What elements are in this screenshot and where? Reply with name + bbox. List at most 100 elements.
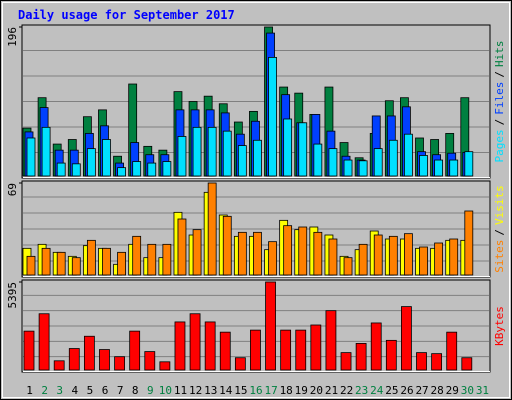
bar (71, 163, 81, 177)
bar (446, 331, 458, 371)
legend: Pages / Files / Hits (493, 41, 506, 163)
bar (404, 233, 413, 276)
bar (419, 246, 428, 276)
bar (343, 257, 353, 276)
bar (207, 126, 217, 177)
x-tick-label: 21 (325, 384, 338, 397)
bar (132, 235, 142, 276)
bar (234, 357, 246, 371)
x-tick-label: 11 (174, 384, 187, 397)
bar (434, 159, 444, 177)
bar (222, 215, 232, 276)
x-tick-label: 13 (204, 384, 217, 397)
bar (162, 161, 172, 177)
bar (385, 339, 397, 371)
bar (86, 148, 96, 177)
x-tick-label: 19 (295, 384, 308, 397)
x-tick-label: 16 (249, 384, 262, 397)
x-tick-label: 22 (340, 384, 353, 397)
bar (449, 159, 459, 177)
bar (358, 160, 368, 177)
bar (237, 231, 247, 276)
bar (204, 321, 216, 371)
x-tick-label: 24 (370, 384, 384, 397)
bar (358, 243, 368, 276)
bar (219, 331, 231, 371)
legend: KBytes (493, 306, 506, 346)
bar (434, 242, 444, 276)
bar (56, 162, 66, 177)
bar (401, 306, 412, 371)
bar (298, 122, 308, 177)
bar (38, 313, 50, 371)
x-tick-label: 25 (385, 384, 398, 397)
x-tick-label: 14 (219, 384, 233, 397)
bar (295, 329, 307, 371)
chart-title: Daily usage for September 2017 (18, 8, 235, 22)
bar (53, 360, 65, 371)
bar (132, 161, 142, 177)
legend-entry: Pages (493, 129, 506, 162)
bar (189, 313, 201, 371)
bar (461, 357, 473, 371)
bar (147, 243, 157, 276)
bar (192, 126, 202, 177)
bar (102, 247, 111, 276)
bar (328, 148, 338, 177)
x-tick-label: 1 (26, 384, 33, 397)
bar (373, 234, 383, 276)
legend-entry: KBytes (493, 306, 506, 346)
bar (71, 257, 81, 276)
bar (416, 352, 427, 371)
bar (177, 218, 187, 276)
x-tick-label: 20 (310, 384, 323, 397)
bar (253, 231, 262, 276)
bar (328, 238, 338, 276)
legend-entry: Sites (493, 240, 506, 273)
bar (431, 353, 443, 371)
bar (68, 348, 80, 371)
bar (41, 247, 51, 276)
x-tick-label: 7 (117, 384, 124, 397)
bar (237, 145, 247, 177)
bar (83, 335, 95, 371)
bar (99, 349, 110, 371)
legend-entry: Visits (493, 185, 506, 225)
bar (464, 210, 474, 276)
bar (147, 162, 157, 177)
x-tick-label: 4 (72, 384, 79, 397)
bar (41, 126, 51, 177)
bar (56, 251, 66, 276)
x-tick-label: 17 (264, 384, 277, 397)
bar (280, 329, 292, 371)
bar (355, 343, 367, 371)
bar (419, 155, 428, 177)
bar (343, 159, 353, 177)
x-tick-label: 26 (400, 384, 413, 397)
bar (373, 148, 383, 177)
bar (177, 136, 187, 177)
x-tick-label: 6 (102, 384, 109, 397)
bar (26, 137, 36, 177)
x-tick-label: 28 (431, 384, 444, 397)
x-tick-label: 29 (446, 384, 459, 397)
legend-separator: / (493, 119, 506, 126)
legend-entry: Files (493, 82, 506, 115)
bar (340, 352, 352, 371)
bar (464, 151, 474, 177)
bar (144, 351, 156, 371)
y-tick-label: 5395 (6, 282, 19, 309)
x-tick-label: 9 (147, 384, 154, 397)
x-tick-label: 2 (41, 384, 48, 397)
bar (174, 321, 186, 371)
y-tick-label: 196 (6, 27, 19, 47)
bar (222, 130, 232, 177)
bar (370, 322, 382, 371)
legend-entry: Hits (493, 41, 506, 68)
x-tick-label: 10 (159, 384, 172, 397)
bar (313, 143, 323, 177)
x-tick-label: 12 (189, 384, 202, 397)
bar (253, 139, 262, 177)
